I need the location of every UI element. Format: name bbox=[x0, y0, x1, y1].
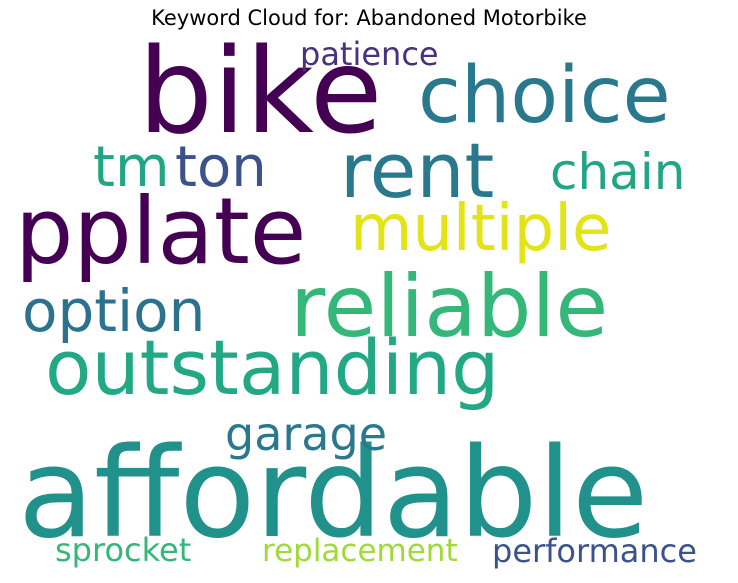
word-bike: bike bbox=[138, 22, 383, 160]
word-replacement: replacement bbox=[262, 533, 458, 569]
chart-title: Keyword Cloud for: Abandoned Motorbike bbox=[151, 6, 587, 30]
word-rent: rent bbox=[340, 126, 495, 215]
word-performance: performance bbox=[492, 532, 697, 570]
word-ton: ton bbox=[175, 135, 267, 200]
word-sprocket: sprocket bbox=[55, 531, 192, 569]
word-multiple: multiple bbox=[350, 192, 612, 266]
word-garage: garage bbox=[225, 407, 387, 461]
word-outstanding: outstanding bbox=[45, 323, 500, 412]
word-patience: patience bbox=[300, 35, 439, 73]
word-choice: choice bbox=[418, 51, 671, 141]
word-pplate: pplate bbox=[15, 178, 307, 285]
word-affordable: affordable bbox=[18, 422, 649, 566]
word-chain: chain bbox=[550, 143, 686, 201]
word-tm: tm bbox=[93, 135, 170, 200]
word-option: option bbox=[22, 277, 206, 345]
word-reliable: reliable bbox=[290, 257, 609, 357]
